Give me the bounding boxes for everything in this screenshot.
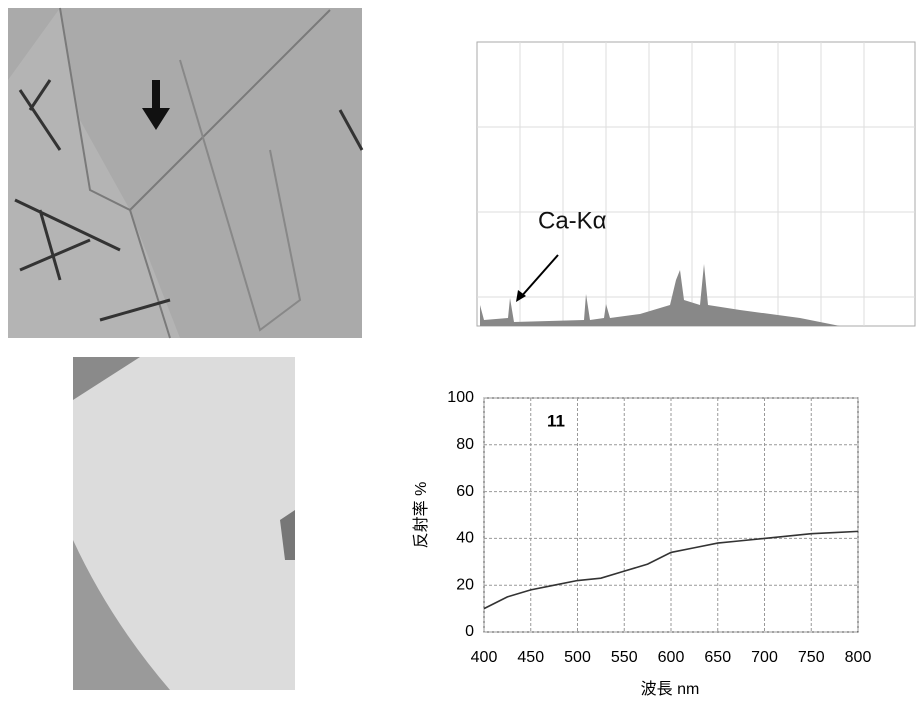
x-axis-label: 波長 nm bbox=[641, 680, 700, 698]
spectrum-panel: Ca-Kα bbox=[477, 42, 915, 326]
y-axis-label: 反射率 % bbox=[412, 482, 430, 549]
x-tick-label: 600 bbox=[658, 649, 685, 666]
x-tick-label: 550 bbox=[611, 649, 638, 666]
x-tick-label: 750 bbox=[798, 649, 825, 666]
y-tick-label: 100 bbox=[447, 389, 474, 406]
x-tick-label: 700 bbox=[751, 649, 778, 666]
annotation: Ca-Kα bbox=[538, 207, 607, 234]
x-tick-label: 400 bbox=[471, 649, 498, 666]
chart-title: 11 bbox=[547, 411, 565, 430]
x-tick-label: 650 bbox=[704, 649, 731, 666]
micrograph-bottom bbox=[73, 357, 295, 690]
x-tick-label: 800 bbox=[845, 649, 872, 666]
reflectance-chart: 0 20 40 60 80 100 400 450 500 550 600 650 700 750 800 bbox=[447, 389, 871, 666]
y-tick-label: 0 bbox=[465, 623, 474, 640]
figure: Ca-Kα 0 20 40 60 80 100 400 450 500 550 600 650 700 7… bbox=[0, 0, 917, 705]
y-tick-label: 80 bbox=[456, 436, 474, 453]
x-tick-label: 500 bbox=[564, 649, 591, 666]
micrograph-top bbox=[8, 8, 362, 338]
y-tick-label: 20 bbox=[456, 576, 474, 593]
y-tick-label: 40 bbox=[456, 530, 474, 547]
x-tick-label: 450 bbox=[517, 649, 544, 666]
y-tick-label: 60 bbox=[456, 483, 474, 500]
